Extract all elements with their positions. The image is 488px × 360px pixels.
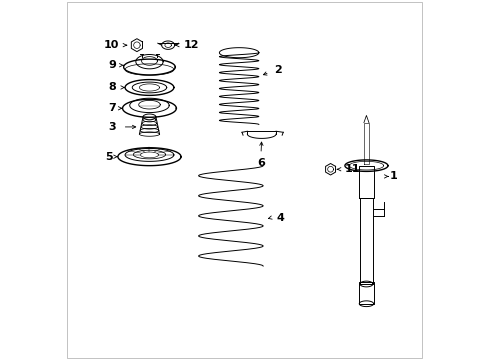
Text: 9: 9 — [108, 60, 116, 70]
Text: 11: 11 — [344, 164, 359, 174]
Text: 12: 12 — [183, 40, 199, 50]
Text: 1: 1 — [389, 171, 397, 181]
Text: 3: 3 — [108, 122, 116, 132]
Text: 8: 8 — [108, 82, 116, 93]
Text: 6: 6 — [257, 158, 264, 168]
Text: 7: 7 — [108, 103, 116, 113]
Text: 5: 5 — [105, 152, 112, 162]
Text: 10: 10 — [103, 40, 119, 50]
Text: 2: 2 — [273, 65, 281, 75]
Text: 4: 4 — [276, 213, 284, 222]
